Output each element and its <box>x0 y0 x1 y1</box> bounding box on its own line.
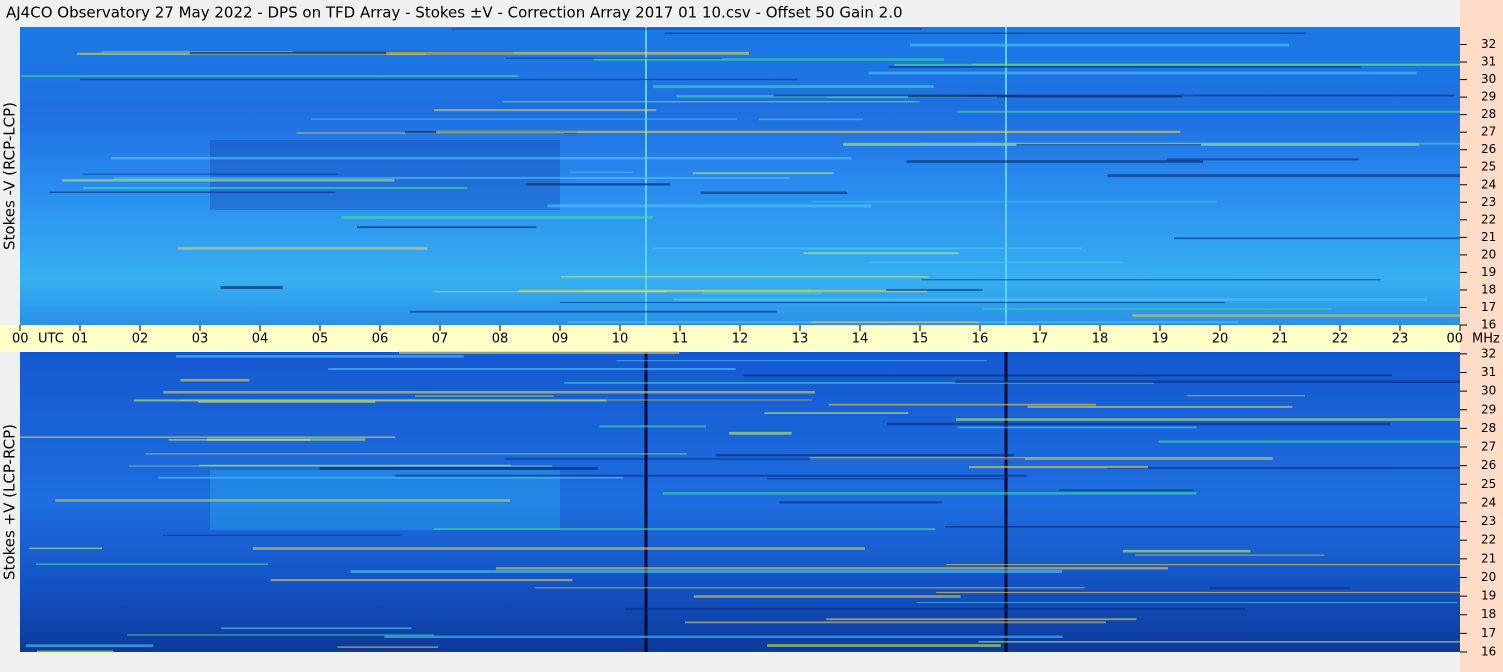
x-tick-label: 22 <box>1332 332 1349 347</box>
y-tick-label: 26 <box>1481 458 1496 472</box>
y-tick-label: 20 <box>1481 247 1496 261</box>
y-tick-label: 21 <box>1481 230 1496 244</box>
x-tick-label: 09 <box>552 332 569 347</box>
x-tick-label: 04 <box>252 332 269 347</box>
y-tick-label: 16 <box>1481 318 1496 332</box>
x-tick-label: 13 <box>792 332 809 347</box>
x-tick-label: 02 <box>132 332 149 347</box>
y-tick-label: 28 <box>1481 421 1496 435</box>
x-tick-label: 07 <box>432 332 449 347</box>
x-tick-label: 16 <box>972 332 989 347</box>
y-tick-label: 25 <box>1481 160 1496 174</box>
y-tick-label: 22 <box>1481 533 1496 547</box>
y-label: Stokes -V (RCP-LCP) <box>1 102 19 250</box>
y-tick-label: 19 <box>1481 265 1496 279</box>
texture-lines <box>20 28 1460 653</box>
y-tick-label: 25 <box>1481 477 1496 491</box>
x-tick-label: 14 <box>852 332 869 347</box>
x-tick-label: 18 <box>1092 332 1109 347</box>
y-tick-label: 16 <box>1481 645 1496 659</box>
y-tick-label: 23 <box>1481 514 1496 528</box>
y-tick-label: 29 <box>1481 402 1496 416</box>
y-tick-label: 28 <box>1481 107 1496 121</box>
y-tick-label: 21 <box>1481 551 1496 565</box>
x-tick-label: 10 <box>612 332 629 347</box>
x-tick-label: 12 <box>732 332 749 347</box>
x-tick-label: 15 <box>912 332 929 347</box>
y-tick-label: 30 <box>1481 384 1496 398</box>
y-tick-label: 31 <box>1481 55 1496 69</box>
y-tick-label: 19 <box>1481 589 1496 603</box>
y-tick-label: 18 <box>1481 282 1496 296</box>
y-tick-label: 32 <box>1481 346 1496 360</box>
x-tick-label: 06 <box>372 332 389 347</box>
texture <box>210 140 560 210</box>
x-tick-label: 08 <box>492 332 509 347</box>
x-unit: UTC <box>38 332 64 347</box>
x-tick-label: 00 <box>1446 332 1463 347</box>
time-axis-strip <box>0 325 1460 352</box>
y-tick-label: 23 <box>1481 195 1496 209</box>
y-tick-label: 20 <box>1481 570 1496 584</box>
x-tick-label: 23 <box>1392 332 1409 347</box>
y-tick-label: 26 <box>1481 142 1496 156</box>
y-tick-label: 32 <box>1481 37 1496 51</box>
x-tick-label: 00 <box>12 332 29 347</box>
freq-axis-strip <box>1460 0 1503 672</box>
y-tick-label: 17 <box>1481 300 1496 314</box>
y-tick-label: 31 <box>1481 365 1496 379</box>
y-tick-label: 27 <box>1481 125 1496 139</box>
y-tick-label: 17 <box>1481 626 1496 640</box>
y-unit: MHz <box>1472 332 1500 347</box>
x-tick-label: 20 <box>1212 332 1229 347</box>
y-tick-label: 30 <box>1481 72 1496 86</box>
x-tick-label: 01 <box>72 332 89 347</box>
x-tick-label: 17 <box>1032 332 1049 347</box>
y-tick-label: 24 <box>1481 495 1496 509</box>
y-label: Stokes +V (LCP-RCP) <box>1 424 19 580</box>
y-tick-label: 27 <box>1481 440 1496 454</box>
x-tick-label: 03 <box>192 332 209 347</box>
y-tick-label: 29 <box>1481 90 1496 104</box>
x-tick-label: 21 <box>1272 332 1289 347</box>
x-tick-label: 11 <box>672 332 689 347</box>
chart-title: AJ4CO Observatory 27 May 2022 - DPS on T… <box>6 4 903 22</box>
y-tick-label: 22 <box>1481 212 1496 226</box>
y-tick-label: 24 <box>1481 177 1496 191</box>
x-tick-label: 19 <box>1152 332 1169 347</box>
y-tick-label: 18 <box>1481 607 1496 621</box>
x-tick-label: 05 <box>312 332 329 347</box>
